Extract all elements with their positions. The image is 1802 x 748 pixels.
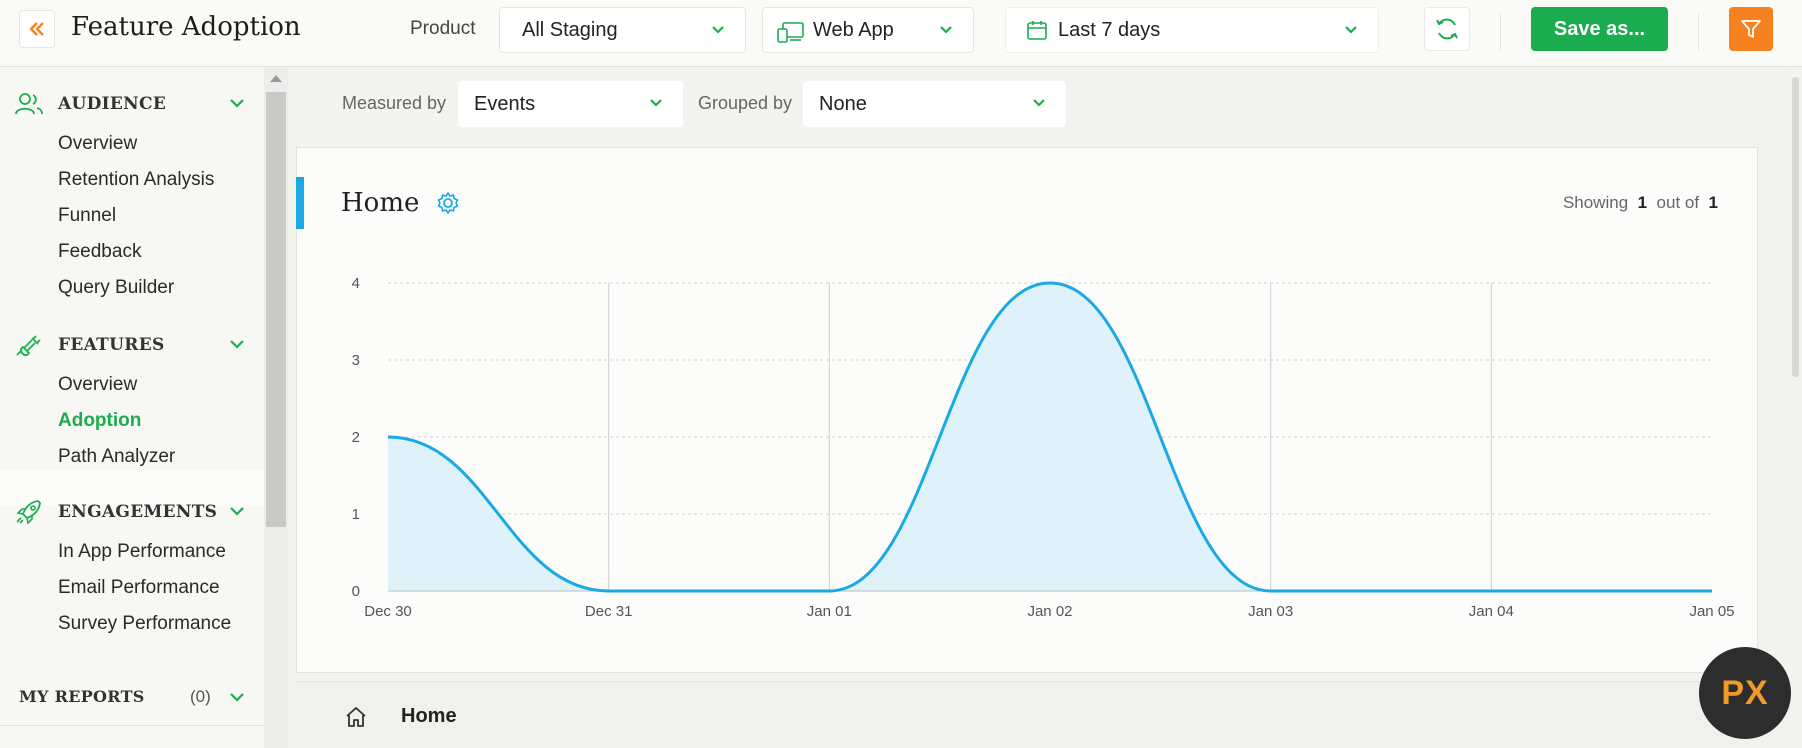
- chevron-down-icon[interactable]: [229, 504, 245, 518]
- refresh-icon: [1436, 18, 1458, 40]
- px-badge[interactable]: PX: [1699, 647, 1791, 739]
- y-tick-label: 3: [352, 352, 360, 369]
- sidebar-section-title: ENGAGEMENTS: [58, 502, 218, 522]
- date-range-value: Last 7 days: [1058, 18, 1161, 41]
- product-label: Product: [410, 18, 476, 39]
- main-scroll-thumb[interactable]: [1792, 77, 1799, 377]
- x-tick-label: Dec 30: [364, 603, 412, 620]
- calendar-icon: [1027, 21, 1047, 40]
- top-bar: Feature Adoption Product All Staging Web…: [0, 0, 1802, 67]
- chevron-down-icon[interactable]: [229, 690, 245, 704]
- x-tick-label: Jan 01: [807, 603, 852, 620]
- product-select[interactable]: All Staging: [499, 7, 746, 53]
- rocket-icon: [16, 500, 41, 525]
- sidebar-item-features-overview[interactable]: Overview: [58, 374, 138, 395]
- y-tick-label: 2: [352, 429, 360, 446]
- sidebar-section-features[interactable]: FEATURES: [14, 332, 165, 358]
- grouped-by-select[interactable]: None: [803, 81, 1066, 127]
- my-reports-count: (0): [190, 687, 211, 706]
- tab-home[interactable]: Home: [401, 705, 457, 727]
- platform-select[interactable]: Web App: [762, 7, 974, 53]
- x-tick-label: Dec 31: [585, 603, 633, 620]
- filter-button[interactable]: [1729, 7, 1773, 51]
- sidebar-item-survey-performance[interactable]: Survey Performance: [58, 613, 232, 634]
- showing-count: Showing 1 out of 1: [1563, 193, 1718, 213]
- series-area: [388, 283, 1712, 591]
- chevron-down-icon[interactable]: [229, 96, 245, 110]
- plug-icon: [16, 335, 41, 357]
- measured-by-value: Events: [474, 92, 536, 115]
- chevron-down-icon: [1033, 99, 1045, 107]
- sidebar-section-engagements[interactable]: ENGAGEMENTS: [14, 499, 217, 525]
- main-scrollbar[interactable]: [1790, 67, 1802, 748]
- showing-prefix: Showing: [1562, 193, 1629, 212]
- chevron-down-icon: [940, 26, 952, 34]
- measured-by-label: Measured by: [342, 93, 447, 113]
- sidebar-scroll-thumb[interactable]: [266, 92, 286, 527]
- grouped-by-label: Grouped by: [698, 93, 793, 113]
- my-reports-title[interactable]: MY REPORTS: [19, 687, 145, 706]
- card-accent-bar: [296, 177, 304, 229]
- sidebar-item-query-builder[interactable]: Query Builder: [58, 277, 175, 298]
- chevron-down-icon: [650, 99, 662, 107]
- sidebar-section-title: AUDIENCE: [58, 94, 167, 114]
- x-tick-label: Jan 04: [1469, 603, 1514, 620]
- users-icon: [15, 93, 43, 115]
- page-title: Feature Adoption: [71, 12, 301, 42]
- series-line: [387, 281, 1712, 593]
- refresh-button[interactable]: [1424, 7, 1470, 51]
- sidebar-item-feedback[interactable]: Feedback: [58, 241, 142, 262]
- double-chevron-left-icon: [29, 22, 44, 36]
- chevron-down-icon[interactable]: [229, 337, 245, 351]
- grouped-by-value: None: [819, 92, 867, 115]
- filter-icon: [1741, 20, 1761, 38]
- devices-icon: [777, 22, 804, 43]
- save-as-button[interactable]: Save as...: [1531, 7, 1668, 51]
- showing-total: 1: [1708, 193, 1718, 212]
- chevron-down-icon: [1345, 26, 1357, 34]
- active-item-highlight: [0, 470, 264, 506]
- measured-by-select[interactable]: Events: [458, 81, 683, 127]
- sidebar-item-audience-overview[interactable]: Overview: [58, 133, 138, 154]
- sidebar-item-path-analyzer[interactable]: Path Analyzer: [58, 446, 176, 467]
- y-tick-label: 0: [352, 583, 360, 600]
- x-tick-label: Jan 02: [1027, 603, 1072, 620]
- y-tick-label: 4: [352, 275, 360, 292]
- adoption-chart: 0 1 2 3 4 Dec 30 Dec 31 Jan 01 Jan 02 Jan 03 Jan 0…: [352, 275, 1735, 620]
- sidebar: AUDIENCE Overview Retention Analysis Fun…: [0, 67, 264, 748]
- toolbar-divider: [1698, 14, 1699, 50]
- sidebar-item-adoption[interactable]: Adoption: [58, 410, 142, 431]
- showing-current: 1: [1637, 193, 1648, 212]
- gear-icon[interactable]: [435, 190, 461, 216]
- filters-bar: Measured by Events Grouped by None: [288, 67, 1782, 139]
- chevron-down-icon: [712, 26, 724, 34]
- sidebar-item-funnel[interactable]: Funnel: [58, 205, 117, 226]
- home-icon[interactable]: [344, 705, 368, 729]
- toolbar-divider: [1500, 14, 1501, 50]
- sidebar-section-audience[interactable]: AUDIENCE: [14, 91, 166, 117]
- sidebar-section-title: FEATURES: [58, 335, 165, 355]
- sidebar-item-email-performance[interactable]: Email Performance: [58, 577, 220, 598]
- y-tick-label: 1: [352, 506, 360, 523]
- x-tick-label: Jan 05: [1689, 603, 1734, 620]
- sidebar-item-retention-analysis[interactable]: Retention Analysis: [58, 169, 215, 190]
- sidebar-scrollbar[interactable]: [264, 67, 288, 748]
- sidebar-item-in-app-performance[interactable]: In App Performance: [58, 541, 226, 562]
- sidebar-divider: [0, 725, 264, 726]
- scroll-up-arrow-icon[interactable]: [270, 75, 282, 82]
- report-tab-bar: [296, 681, 1758, 748]
- platform-select-value: Web App: [813, 18, 894, 41]
- product-select-value: All Staging: [522, 18, 618, 41]
- card-title: Home: [341, 188, 420, 218]
- x-tick-label: Jan 03: [1248, 603, 1293, 620]
- showing-mid: out of: [1656, 193, 1700, 212]
- collapse-sidebar-button[interactable]: [19, 10, 55, 48]
- date-range-select[interactable]: Last 7 days: [1005, 7, 1379, 53]
